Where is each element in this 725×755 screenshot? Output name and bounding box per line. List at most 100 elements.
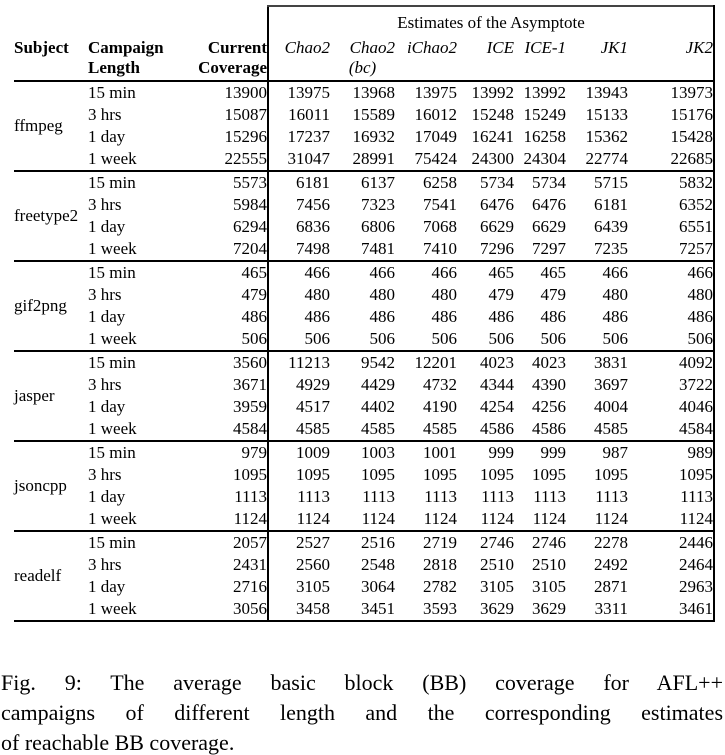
current-coverage-cell: 5573: [233, 173, 268, 192]
estimate-cell: 9542: [361, 353, 396, 372]
current-coverage-cell: 6294: [233, 217, 268, 236]
table-row: 3 hrs 15087 16011 15589 16012 15248 15249 15133…: [14, 104, 716, 126]
col-header-ichao2: iChao2: [406, 38, 458, 57]
estimate-cell: 3593: [395, 598, 458, 622]
estimate-cell: 4256: [532, 397, 567, 416]
header-spacer: [267, 58, 331, 82]
table-row: 1 day 1113 1113 1113 1113 1113 1113 1113 1113: [14, 486, 716, 508]
campaign-length-cell: 1 week: [88, 598, 176, 622]
estimate-cell: 5734: [532, 173, 567, 192]
current-coverage-cell: 15296: [224, 127, 268, 146]
caption-line: campaigns of different length and the co…: [1, 700, 723, 725]
current-coverage-cell: 2431: [233, 555, 268, 574]
table-row: 3 hrs 3671 4929 4429 4732 4344 4390 3697 3722: [14, 374, 716, 396]
table-row: readelf 15 min 2057 2527 2516 2719 2746 2746 227…: [14, 531, 716, 622]
current-coverage-cell: 3959: [233, 397, 268, 416]
estimate-cell: 3064: [361, 577, 396, 596]
estimate-cell: 4586: [514, 418, 567, 442]
estimate-cell: 2746: [480, 533, 515, 552]
estimate-cell: 2516: [361, 533, 396, 552]
subject-group-jsoncpp: jsoncpp 15 min 979 1009 1003 1001 999 999 987 989…: [14, 441, 716, 532]
estimate-cell: 7410: [395, 238, 458, 262]
estimate-cell: 465: [488, 263, 515, 282]
estimate-cell: 466: [602, 263, 629, 282]
estimate-cell: 3629: [514, 598, 567, 622]
subject-label: gif2png: [14, 261, 88, 352]
caption-line: Fig. 9: The average basic block (BB) cov…: [1, 670, 723, 695]
table-row: jsoncpp 15 min 979 1009 1003 1001 999 999 987 989: [14, 441, 716, 532]
campaign-length-cell: 1 week: [88, 508, 176, 532]
campaign-length-cell: 15 min: [88, 173, 136, 192]
estimate-cell: 3697: [594, 375, 629, 394]
subject-label: ffmpeg: [14, 81, 88, 172]
estimate-cell: 3831: [594, 353, 629, 372]
campaign-length-cell: 1 day: [88, 577, 126, 596]
estimate-cell: 4092: [628, 351, 716, 374]
estimate-cell: 7068: [423, 217, 458, 236]
estimate-cell: 2492: [594, 555, 629, 574]
caption-line: of reachable BB coverage.: [1, 730, 235, 755]
estimate-cell: 486: [540, 307, 567, 326]
estimate-cell: 3458: [267, 598, 331, 622]
current-coverage-cell: 15087: [224, 105, 268, 124]
campaign-length-cell: 1 week: [88, 328, 176, 352]
estimate-cell: 3105: [267, 576, 331, 598]
campaign-length-cell: 15 min: [88, 443, 136, 462]
campaign-length-cell: 3 hrs: [88, 105, 122, 124]
estimate-cell: 16932: [352, 127, 396, 146]
estimate-cell: 506: [330, 328, 396, 352]
table-row: 3 hrs 5984 7456 7323 7541 6476 6476 6181 6352: [14, 194, 716, 216]
table-row: 1 week 3056 3458 3451 3593 3629 3629 3311 3461: [14, 598, 716, 622]
estimate-cell: 1095: [480, 465, 515, 484]
estimate-cell: 4585: [330, 418, 396, 442]
estimate-cell: 466: [431, 263, 458, 282]
campaign-length-cell: 1 week: [88, 148, 176, 172]
estimate-cell: 6629: [532, 217, 567, 236]
estimate-cell: 2510: [532, 555, 567, 574]
current-coverage-cell: 465: [241, 263, 268, 282]
estimate-cell: 1113: [628, 486, 716, 508]
estimate-cell: 1113: [481, 487, 515, 506]
table-row: 1 day 486 486 486 486 486 486 486 486: [14, 306, 716, 328]
current-coverage-cell: 1113: [234, 487, 268, 506]
estimate-cell: 1095: [267, 464, 331, 486]
table-row: 1 week 7204 7498 7481 7410 7296 7297 7235 7257: [14, 238, 716, 262]
estimate-cell: 3451: [330, 598, 396, 622]
estimate-cell: 480: [369, 285, 396, 304]
estimate-cell: 506: [395, 328, 458, 352]
estimate-cell: 4429: [361, 375, 396, 394]
current-coverage-cell: 22555: [176, 148, 269, 172]
table-row: 1 week 4584 4585 4585 4585 4586 4586 4585 4584: [14, 418, 716, 442]
subject-label: jasper: [14, 351, 88, 442]
table-row: 1 day 2716 3105 3064 2782 3105 3105 2871 2963: [14, 576, 716, 598]
estimate-cell: 22685: [628, 148, 716, 172]
estimate-cell: 31047: [267, 148, 331, 172]
estimate-cell: 5715: [594, 173, 629, 192]
col-header-chao2bc: Chao2: [349, 38, 396, 57]
estimate-cell: 2963: [628, 576, 716, 598]
table-row: jasper 15 min 3560 11213 9542 12201 4023 4023 38…: [14, 351, 716, 442]
table-row: 3 hrs 479 480 480 480 479 479 480 480: [14, 284, 716, 306]
col-header-subject: Subject: [14, 38, 69, 57]
estimate-cell: 13975: [267, 81, 331, 104]
estimate-cell: 1124: [628, 508, 716, 532]
campaign-length-cell: 1 day: [88, 217, 126, 236]
estimate-cell: 6551: [628, 216, 716, 238]
estimate-cell: 13975: [414, 83, 458, 102]
col-header-ice1: ICE-1: [524, 38, 567, 57]
col-header-chao2: Chao2: [267, 33, 331, 58]
estimate-cell: 506: [628, 328, 716, 352]
estimate-cell: 1095: [594, 465, 629, 484]
estimate-cell: 987: [602, 443, 629, 462]
estimate-cell: 2548: [361, 555, 396, 574]
current-coverage-cell: 3671: [233, 375, 268, 394]
estimate-cell: 479: [540, 285, 567, 304]
table-row: 3 hrs 1095 1095 1095 1095 1095 1095 1095 1095: [14, 464, 716, 486]
estimate-cell: 486: [602, 307, 629, 326]
estimate-cell: 15248: [471, 105, 515, 124]
col-header-coverage: Coverage: [176, 58, 269, 82]
current-coverage-cell: 3056: [176, 598, 269, 622]
header-spacer: [395, 58, 458, 82]
subject-group-gif2png: gif2png 15 min 465 466 466 466 465 465 466 466 3 h…: [14, 261, 716, 352]
